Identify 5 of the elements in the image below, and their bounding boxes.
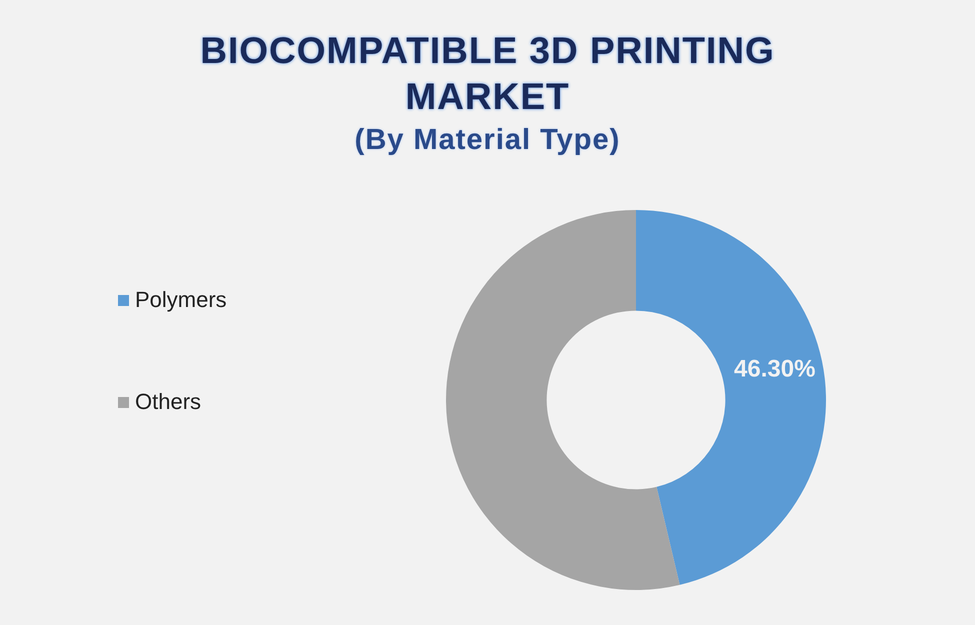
data-label: 46.30% — [734, 355, 816, 382]
chart-title: BIOCOMPATIBLE 3D PRINTING MARKET — [200, 29, 775, 119]
legend-label: Polymers — [135, 287, 227, 313]
legend-label: Others — [135, 389, 202, 415]
chart-subtitle: (By Material Type) — [354, 124, 622, 157]
